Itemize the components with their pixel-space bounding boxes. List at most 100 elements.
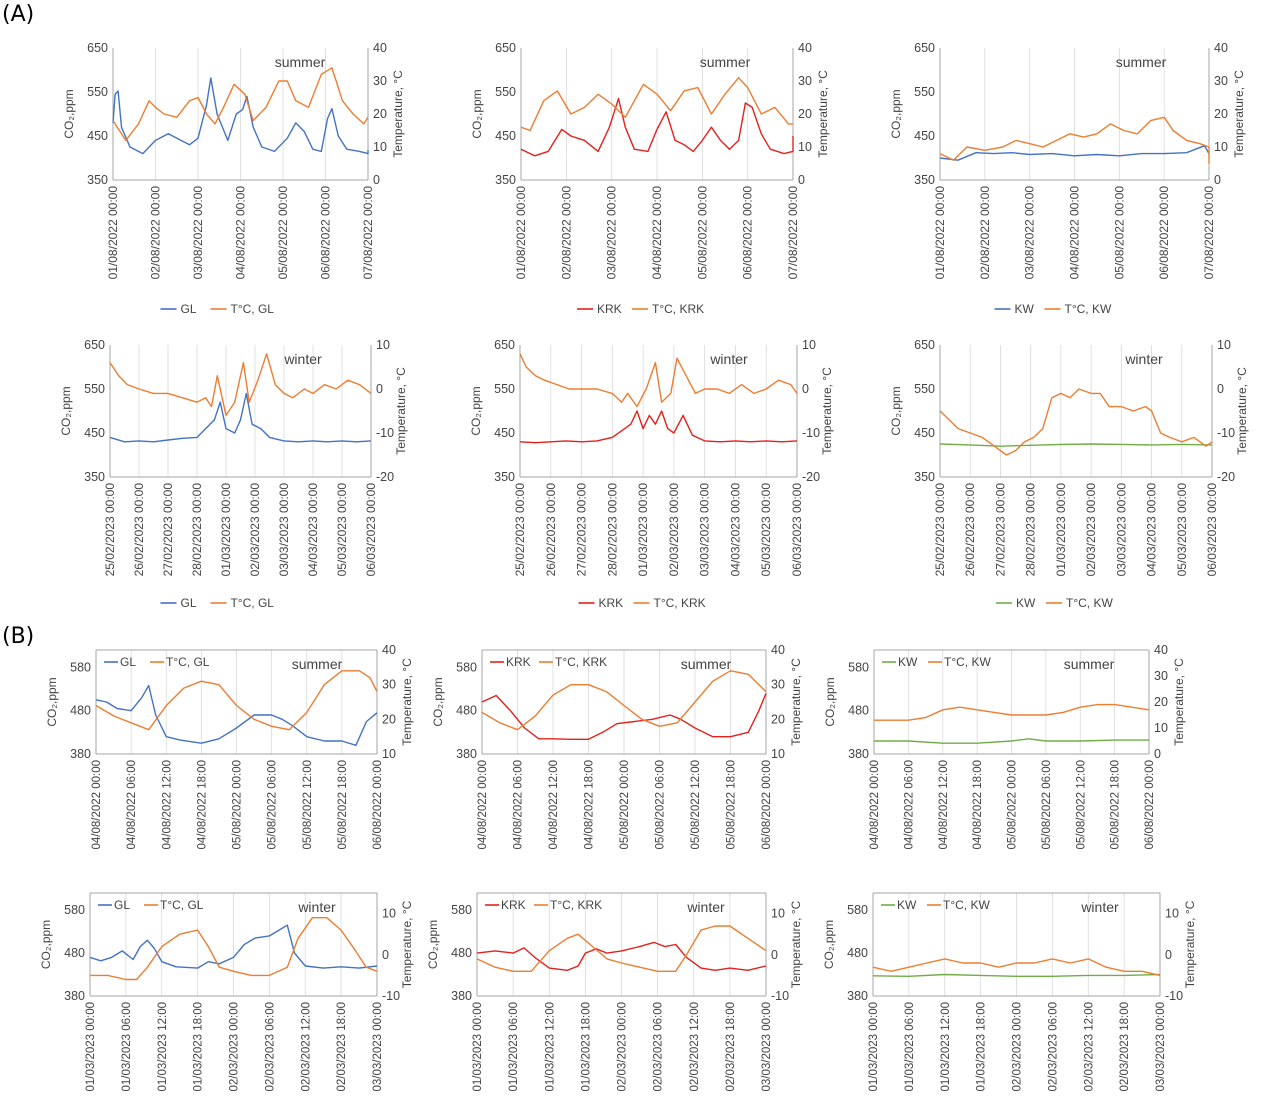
y2-tick-label: 40	[1154, 643, 1168, 657]
chart-b-krk-winter: 01/03/2023 00:00 01/03/2023 06:00 01/03/20…	[426, 892, 803, 1092]
x-tick-label: 06/08/2022 00:00	[372, 760, 384, 850]
x-tick-label: 04/03/2023 00:00	[306, 483, 320, 577]
x-tick-label: 05/08/2022 06:00	[1041, 760, 1053, 850]
x-tick-label: 01/08/2022 00:00	[933, 186, 947, 280]
x-tick-label: 04/08/2022 00:00	[650, 186, 664, 280]
y2-tick-label: 40	[798, 41, 812, 55]
y-tick-label: 350	[914, 470, 935, 484]
x-tick-label: 05/08/2022 12:00	[1075, 760, 1087, 850]
chart-a-gl-summer: 01/08/2022 00:00 02/08/2022 00:00 03/08/20…	[62, 41, 405, 316]
legend-label: T°C, KRK	[652, 302, 704, 316]
y2-tick-label: 20	[771, 712, 785, 726]
x-tick-label: 05/08/2022 12:00	[302, 760, 314, 850]
y-tick-label: 580	[456, 660, 477, 674]
chart-b-kw-winter: 01/03/2023 00:00 01/03/2023 06:00 01/03/20…	[822, 892, 1197, 1092]
chart-a-krk-winter: 25/02/2023 00:00 26/02/2023 00:00 27/02/20…	[469, 338, 834, 610]
x-tick-label: 04/08/2022 00:00	[1068, 186, 1082, 280]
x-tick-label: 02/03/2023 18:00	[1119, 1002, 1131, 1092]
y-tick-label: 480	[451, 946, 472, 960]
y2-axis-label: Temperature, °C	[394, 367, 408, 455]
x-tick-label: 02/08/2022 00:00	[978, 186, 992, 280]
season-label: winter	[686, 899, 725, 915]
y2-tick-label: 20	[373, 107, 387, 121]
y2-tick-label: 0	[798, 173, 805, 187]
y-tick-label: 650	[914, 338, 935, 352]
y-tick-label: 580	[451, 903, 472, 917]
x-tick-label: 02/03/2023 06:00	[653, 1002, 665, 1092]
x-tick-label: 04/08/2022 18:00	[584, 760, 596, 850]
x-tick-label: 03/08/2022 00:00	[605, 186, 619, 280]
y2-tick-label: 0	[1154, 747, 1161, 761]
chart-a-kw-summer: 01/08/2022 00:00 02/08/2022 00:00 03/08/20…	[889, 41, 1246, 316]
x-tick-label: 05/03/2023 00:00	[335, 483, 349, 577]
y-tick-label: 450	[494, 426, 515, 440]
x-tick-label: 05/08/2022 06:00	[655, 760, 667, 850]
x-tick-label: 06/08/2022 00:00	[1157, 186, 1171, 280]
y2-tick-label: -10	[382, 989, 400, 1003]
x-tick-label: 02/03/2023 00:00	[617, 1002, 629, 1092]
y2-tick-label: 10	[802, 338, 816, 352]
x-tick-label: 01/08/2022 00:00	[106, 186, 120, 280]
y2-tick-label: 0	[373, 173, 380, 187]
y2-tick-label: 20	[382, 712, 396, 726]
y2-tick-label: 0	[1217, 382, 1224, 396]
y-tick-label: 480	[848, 704, 869, 718]
y2-tick-label: 10	[382, 907, 396, 921]
y-tick-label: 550	[914, 382, 935, 396]
y-tick-label: 480	[64, 946, 85, 960]
y-tick-label: 550	[495, 85, 516, 99]
x-tick-label: 05/08/2022 18:00	[1110, 760, 1122, 850]
x-tick-label: 05/08/2022 12:00	[690, 760, 702, 850]
x-tick-label: 02/03/2023 12:00	[300, 1002, 312, 1092]
x-tick-label: 01/03/2023 00:00	[219, 483, 233, 577]
y-axis-label: CO₂,ppm	[431, 677, 445, 726]
x-tick-label: 04/08/2022 12:00	[548, 760, 560, 850]
series-line-krk	[520, 97, 794, 157]
series-line-krk	[476, 941, 767, 971]
x-tick-label: 02/03/2023 18:00	[725, 1002, 737, 1092]
series-line-t-c-kw	[874, 703, 1150, 721]
season-label: summer	[681, 656, 732, 672]
x-tick-label: 02/03/2023 00:00	[1084, 483, 1098, 577]
x-tick-label: 02/03/2023 00:00	[667, 483, 681, 577]
series-line-t-c-kw	[872, 958, 1161, 977]
x-tick-label: 01/03/2023 06:00	[121, 1002, 133, 1092]
legend-label: KW	[1016, 596, 1036, 610]
y-tick-label: 650	[494, 338, 515, 352]
x-tick-label: 04/08/2022 00:00	[234, 186, 248, 280]
y2-tick-label: 40	[373, 41, 387, 55]
x-tick-label: 05/08/2022 00:00	[232, 760, 244, 850]
y2-tick-label: 10	[373, 140, 387, 154]
series-line-krk	[519, 410, 798, 444]
series-line-kw	[874, 738, 1149, 744]
legend-label: KRK	[501, 898, 526, 912]
y2-tick-label: 30	[373, 74, 387, 88]
y-axis-label: CO₂,ppm	[469, 386, 483, 435]
y-tick-label: 350	[84, 470, 105, 484]
y2-axis-label: Temperature, °C	[820, 367, 834, 455]
x-tick-label: 01/08/2022 00:00	[514, 186, 528, 280]
y2-tick-label: 40	[382, 643, 396, 657]
x-tick-label: 01/03/2023 00:00	[636, 483, 650, 577]
x-tick-label: 27/02/2023 00:00	[993, 483, 1007, 577]
y2-axis-label: Temperature, °C	[391, 70, 405, 158]
y-tick-label: 450	[914, 129, 935, 143]
season-label: winter	[709, 351, 748, 367]
legend-label: T°C, KW	[943, 898, 990, 912]
x-tick-label: 01/03/2023 12:00	[544, 1002, 556, 1092]
y2-axis-label: Temperature, °C	[1172, 658, 1186, 746]
series-line-t-c-gl	[90, 917, 378, 981]
y2-tick-label: 30	[771, 678, 785, 692]
x-tick-label: 05/03/2023 00:00	[759, 483, 773, 577]
y-tick-label: 550	[84, 382, 105, 396]
y2-axis-label: Temperature, °C	[400, 900, 414, 988]
series-line-gl	[89, 924, 378, 969]
legend-label: KW	[1015, 302, 1035, 316]
legend-label: T°C, KW	[1065, 302, 1112, 316]
y2-axis-label: Temperature, °C	[1232, 70, 1246, 158]
x-tick-label: 04/08/2022 06:00	[513, 760, 525, 850]
x-tick-label: 04/08/2022 00:00	[91, 760, 103, 850]
y-tick-label: 380	[64, 989, 85, 1003]
legend-label: T°C, KRK	[654, 596, 706, 610]
season-label: summer	[700, 54, 751, 70]
